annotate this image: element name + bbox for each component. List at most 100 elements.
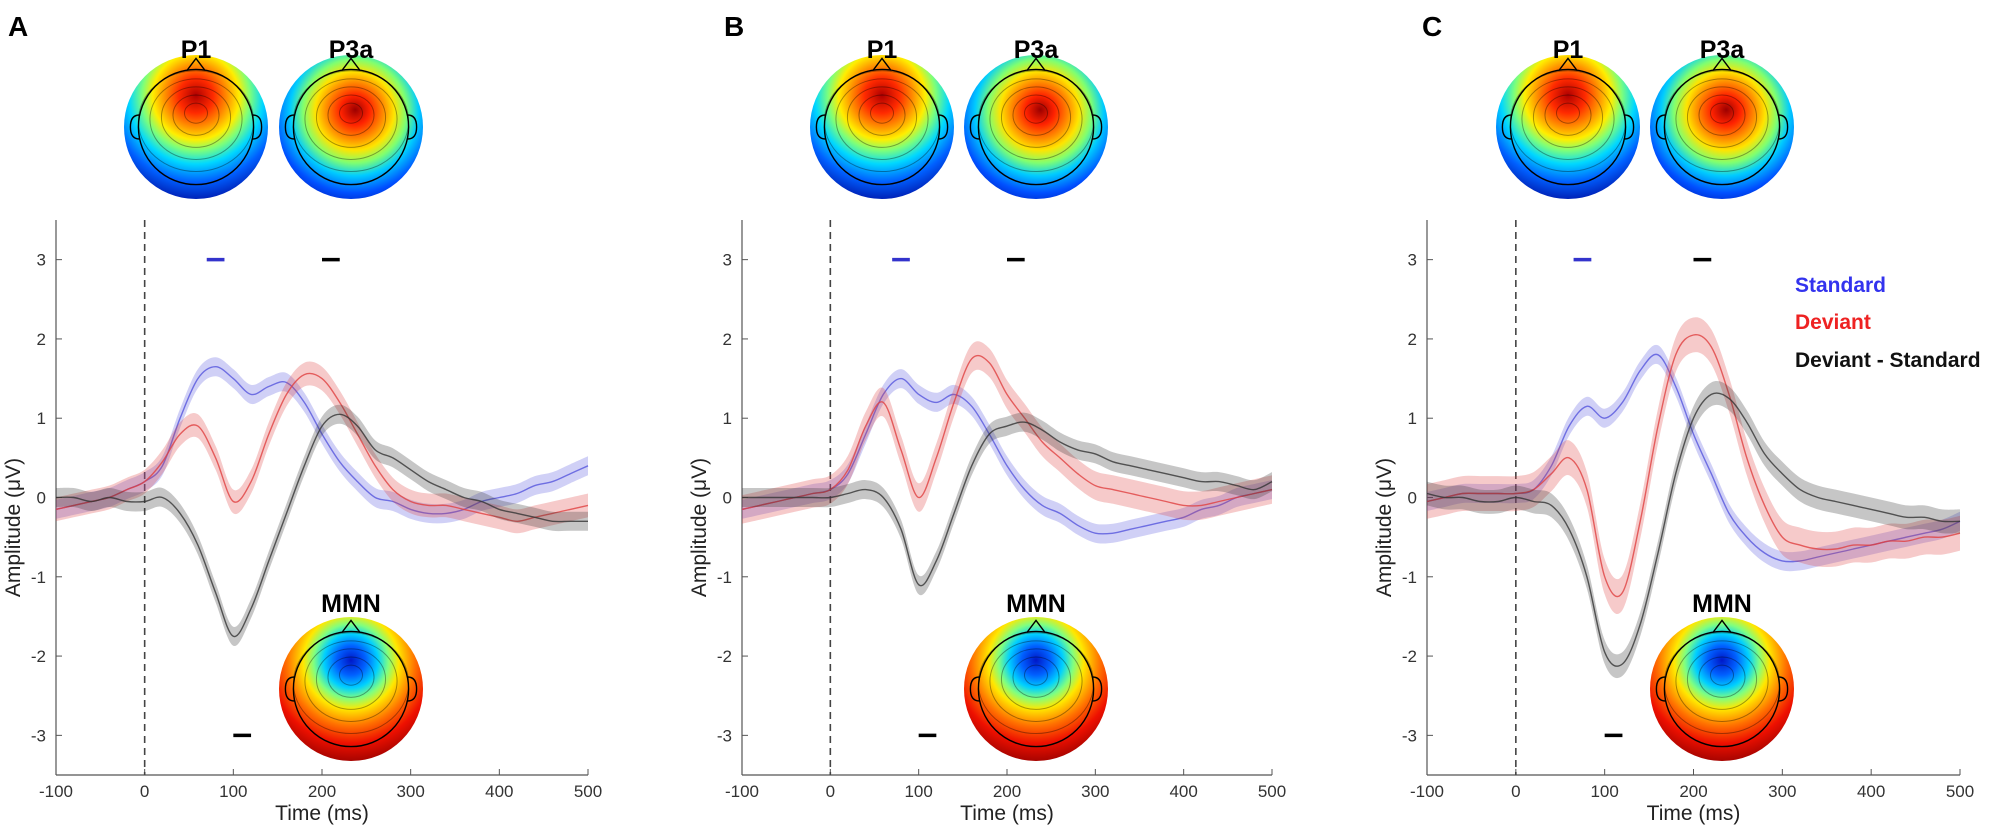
x-tick-label: -100 [725,782,759,801]
topomap-p1-contour [846,86,918,148]
topomap-mmn-map [964,617,1108,761]
topomap-p1-nose [1558,57,1578,71]
y-axis-label: Amplitude (μV) [1373,458,1396,597]
topo-label-mmn: MMN [1006,590,1066,618]
x-tick-label: 400 [485,782,513,801]
topomap-mmn-ear-right [1778,676,1789,702]
x-tick-label: 500 [1946,782,1974,801]
y-axis-label: Amplitude (μV) [688,458,711,597]
topomap-mmn-nose [1712,619,1732,633]
topomap-p3a-nose [341,57,361,71]
x-tick-label: 300 [1768,782,1796,801]
series-band-deviant [1427,317,1960,614]
topomap-p3a-ear-left [969,114,980,140]
topomap-p1-contour [160,86,232,148]
y-tick-label: 1 [723,409,732,428]
topomap-p3a-ear-left [284,114,295,140]
topomap-mmn-contour [1000,648,1072,710]
x-tick-label: 0 [826,782,835,801]
legend-entry: Deviant - Standard [1795,349,1981,372]
topo-label-p1: P1 [181,36,212,64]
panel-c: C P1 P3a MMN -3 -2 -1 0 1 2 3 -100 0 100 200 300 400 500 T… [1373,11,1981,825]
topomap-p1-nose [186,57,206,71]
topomap-p3a-ear-right [1778,114,1789,140]
topomap-p3a-nose [1712,57,1732,71]
topomap-p1-head-outline [823,68,941,186]
topomap-mmn-map [279,617,423,761]
topomap-mmn-contour [989,640,1083,722]
topomap-mmn-head-outline [1663,630,1781,748]
topomap-p1-head-outline [137,68,255,186]
topomap-p1-contour [172,94,220,136]
topomap-p3a-contour [1012,94,1060,136]
panel-letter: C [1422,11,1442,42]
y-tick-label: 3 [1408,251,1417,270]
y-tick-label: 3 [37,251,46,270]
x-tick-label: 300 [396,782,424,801]
topomap-p3a-head-outline [977,68,1095,186]
topomap-p1-ear-right [252,114,263,140]
y-tick-label: -2 [717,647,732,666]
topomap-mmn-contour [304,640,398,722]
y-tick-label: 2 [1408,330,1417,349]
topomap-p1-contour [1555,102,1581,124]
x-tick-label: 0 [140,782,149,801]
topomap-p1-contour [1544,94,1592,136]
topomap-mmn-contour [1686,648,1758,710]
y-tick-label: 2 [37,330,46,349]
y-tick-label: 1 [37,409,46,428]
topo-label-p1: P1 [1553,36,1584,64]
series-line-deviant-standard [55,413,588,638]
topomap-p3a-contour [1698,94,1746,136]
topomap-p3a-contour [304,78,398,160]
topomap-p1-contour [1521,78,1615,160]
topomap-p3a-map [964,55,1108,199]
topomap-p3a-contour [315,86,387,148]
y-tick-label: 3 [723,251,732,270]
x-tick-label: 400 [1169,782,1197,801]
topomap-mmn-contour [327,656,375,698]
x-axis-label: Time (ms) [1647,802,1741,825]
legend-entry: Deviant [1795,311,1871,334]
x-axis-label: Time (ms) [960,802,1054,825]
topomap-mmn-contour [1675,640,1769,722]
x-tick-label: 0 [1511,782,1520,801]
topomap-p3a-ear-right [1092,114,1103,140]
y-tick-label: -1 [31,568,46,587]
topomap-mmn-head-outline [292,630,410,748]
topomap-p3a-head-outline [292,68,410,186]
topomap-mmn-ear-right [407,676,418,702]
topomap-p3a-contour [989,78,1083,160]
topomap-p3a-head-outline [1663,68,1781,186]
topomap-p1-ear-right [1624,114,1635,140]
y-tick-label: 0 [723,489,732,508]
y-tick-label: -1 [717,568,732,587]
series-line-deviant [55,372,589,523]
x-tick-label: -100 [1410,782,1444,801]
topomap-p1-map [1496,55,1640,199]
y-tick-label: 0 [1408,489,1417,508]
topomap-mmn-contour [338,664,364,686]
topomap-mmn-contour [1709,664,1735,686]
y-tick-label: 0 [37,489,46,508]
topomap-mmn-head-outline [977,630,1095,748]
topomap-mmn-ear-left [284,676,295,702]
topomap-p3a-map [279,55,423,199]
series-line-deviant [741,354,1273,511]
topomap-p3a [279,55,423,199]
panel-b: B P1 P3a MMN -3 -2 -1 0 1 2 3 -100 0 100 200 300 400 500 T… [688,11,1286,825]
topomap-mmn-ear-left [969,676,980,702]
x-tick-label: 100 [904,782,932,801]
y-tick-label: -2 [31,647,46,666]
topo-label-p3a: P3a [1014,36,1060,64]
topomap-mmn-nose [341,619,361,633]
topomap-mmn-ear-right [1092,676,1103,702]
topomap-p3a-contour [1686,86,1758,148]
topomap-mmn-ear-left [1655,676,1666,702]
x-tick-label: 100 [219,782,247,801]
series-band-standard [56,357,588,524]
topomap-mmn-contour [315,648,387,710]
topo-label-p3a: P3a [329,36,375,64]
topomap-p3a-contour [1000,86,1072,148]
topomap-p3a-contour [327,94,375,136]
